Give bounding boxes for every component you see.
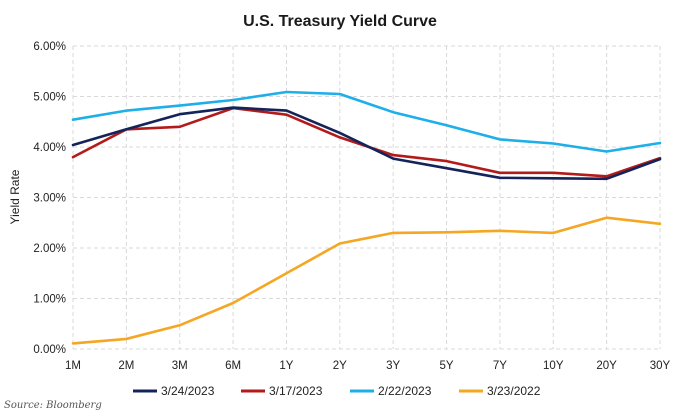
- legend-item: 3/17/2023: [241, 384, 323, 398]
- chart-title: U.S. Treasury Yield Curve: [243, 13, 437, 30]
- x-tick-label: 2M: [118, 360, 134, 372]
- x-tick-label: 30Y: [650, 360, 671, 372]
- y-tick-label: 1.00%: [33, 294, 66, 306]
- series-line-2-22-2023: [71, 90, 662, 153]
- y-axis-label: Yield Rate: [8, 169, 22, 224]
- legend-label: 3/23/2022: [487, 384, 541, 398]
- legend-item: 3/24/2023: [133, 384, 215, 398]
- x-axis-ticks: 1M 2M 3M 6M 1Y 2Y 3Y 5Y 7Y 10Y 20Y 30Y: [65, 360, 671, 372]
- source-note: Source: Bloomberg: [4, 400, 102, 411]
- x-tick-label: 1M: [65, 360, 81, 372]
- x-tick-label: 10Y: [543, 360, 564, 372]
- x-tick-label: 1Y: [279, 360, 293, 372]
- legend-item: 3/23/2022: [459, 384, 541, 398]
- y-axis-ticks: 0.00% 1.00% 2.00% 3.00% 4.00% 5.00% 6.00%: [33, 41, 66, 356]
- y-tick-label: 4.00%: [33, 142, 66, 154]
- x-tick-label: 3M: [172, 360, 188, 372]
- y-tick-label: 0.00%: [33, 344, 66, 356]
- grid-lines: [72, 45, 661, 350]
- x-tick-label: 3Y: [386, 360, 400, 372]
- series-line-3-24-2023: [71, 106, 662, 181]
- x-tick-label: 6M: [225, 360, 241, 372]
- series-lines: [71, 90, 662, 345]
- series-line-3-23-2022: [71, 216, 662, 345]
- legend-label: 3/17/2023: [269, 384, 323, 398]
- x-tick-label: 2Y: [333, 360, 347, 372]
- legend-label: 2/22/2023: [378, 384, 432, 398]
- legend-label: 3/24/2023: [161, 384, 215, 398]
- legend: 3/24/2023 3/17/2023 2/22/2023 3/23/2022: [133, 384, 541, 398]
- x-tick-label: 5Y: [440, 360, 454, 372]
- y-tick-label: 2.00%: [33, 243, 66, 255]
- y-tick-label: 6.00%: [33, 41, 66, 53]
- legend-item: 2/22/2023: [350, 384, 432, 398]
- x-tick-label: 7Y: [493, 360, 507, 372]
- y-tick-label: 3.00%: [33, 193, 66, 205]
- y-tick-label: 5.00%: [33, 92, 66, 104]
- x-tick-label: 20Y: [596, 360, 617, 372]
